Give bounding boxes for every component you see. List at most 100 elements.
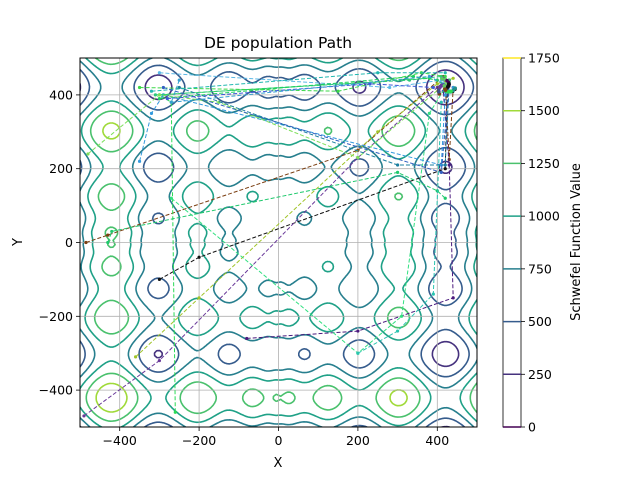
path-point (435, 82, 439, 86)
path-point (245, 336, 249, 341)
path-point (411, 74, 416, 79)
path-point (106, 233, 110, 237)
path-point (396, 329, 400, 333)
path-point (439, 100, 443, 104)
path-point (443, 93, 447, 97)
path-point (165, 96, 169, 101)
colorbar-tick-label: 1750 (528, 51, 560, 66)
path-point (157, 96, 161, 101)
population-path-20 (357, 102, 442, 354)
colorbar-tick-label: 0 (528, 420, 536, 435)
path-point (396, 170, 400, 174)
path-point (157, 93, 161, 97)
path-point (396, 163, 400, 167)
path-point (439, 170, 443, 174)
y-tick-label: −400 (39, 383, 73, 398)
y-tick-label: 400 (49, 87, 73, 102)
path-point (451, 296, 455, 300)
population-path-18 (170, 75, 444, 103)
colorbar-title: Schwefel Function Value (569, 163, 584, 321)
path-point (443, 163, 447, 167)
colorbar-box (502, 57, 522, 428)
y-tick-label: −200 (39, 309, 73, 324)
path-point (336, 89, 340, 93)
path-point (407, 78, 412, 82)
colorbar-tick-label: 750 (528, 261, 552, 276)
cluster-point (440, 77, 444, 81)
chart-title: DE population Path (204, 34, 352, 52)
path-point (388, 85, 392, 90)
path-point (177, 78, 181, 82)
x-tick-label: 400 (425, 433, 449, 448)
y-axis-title: Y (11, 238, 26, 247)
y-tick-label: 200 (49, 161, 73, 176)
path-point (137, 85, 142, 90)
path-point (376, 130, 380, 134)
grid-lines (80, 58, 477, 427)
path-point (177, 85, 181, 90)
population-path-8 (139, 87, 454, 166)
path-point (356, 156, 360, 160)
population-path-13 (139, 72, 446, 92)
path-point (399, 314, 404, 318)
path-point (84, 240, 88, 245)
cluster-point (446, 82, 451, 86)
path-point (443, 196, 447, 200)
colorbar-tick-label: 250 (528, 367, 552, 382)
x-tick-label: 0 (275, 433, 283, 448)
path-point (106, 240, 110, 245)
path-point (197, 296, 201, 300)
cluster-point (437, 89, 441, 94)
path-point (173, 410, 177, 414)
colorbar-tick-label: 1250 (528, 156, 560, 171)
path-point (356, 329, 360, 333)
path-point (153, 93, 158, 97)
population-path-17 (151, 72, 446, 92)
path-point (161, 85, 165, 90)
population-path-9 (159, 72, 450, 89)
cluster-point (438, 85, 442, 90)
path-point (431, 85, 435, 90)
contour-level-1500 (95, 122, 408, 413)
path-point (137, 159, 142, 163)
cluster-point (442, 83, 447, 88)
x-axis-title: X (274, 456, 283, 471)
colorbar-tick-label: 1500 (528, 103, 560, 118)
colorbar-tick-label: 500 (528, 314, 552, 329)
population-path-15 (179, 83, 450, 166)
path-point (149, 89, 154, 93)
path-point (451, 76, 455, 80)
path-point (133, 355, 138, 359)
path-point (447, 163, 451, 167)
cluster-point (445, 78, 449, 83)
path-point (427, 74, 431, 79)
final-cluster (436, 76, 457, 96)
path-point (356, 351, 360, 355)
colorbar: 0 250 500 750 1000 1250 1500 1750 (502, 51, 560, 435)
y-tick-label: 0 (65, 235, 73, 250)
x-axis: −400 −200 0 200 400 (103, 427, 449, 448)
x-tick-label: 200 (346, 433, 370, 448)
path-point (110, 229, 114, 234)
path-point (169, 196, 173, 200)
path-point (443, 71, 447, 75)
cluster-point (453, 86, 457, 90)
path-point (427, 111, 431, 115)
colorbar-tick-label: 1000 (528, 209, 560, 224)
path-point (443, 167, 447, 171)
x-tick-label: −200 (182, 433, 216, 448)
x-tick-label: −400 (103, 433, 137, 448)
path-point (368, 82, 372, 86)
path-point (197, 255, 201, 259)
contour-level-1250 (85, 58, 477, 422)
path-point (157, 277, 161, 281)
path-point (149, 111, 154, 115)
path-point (169, 100, 173, 104)
cluster-point (449, 89, 453, 94)
y-axis: −400 −200 0 200 400 (39, 87, 80, 398)
path-point (82, 414, 86, 418)
contour-level-250 (80, 69, 465, 427)
path-point (376, 71, 380, 75)
path-point (157, 71, 161, 75)
